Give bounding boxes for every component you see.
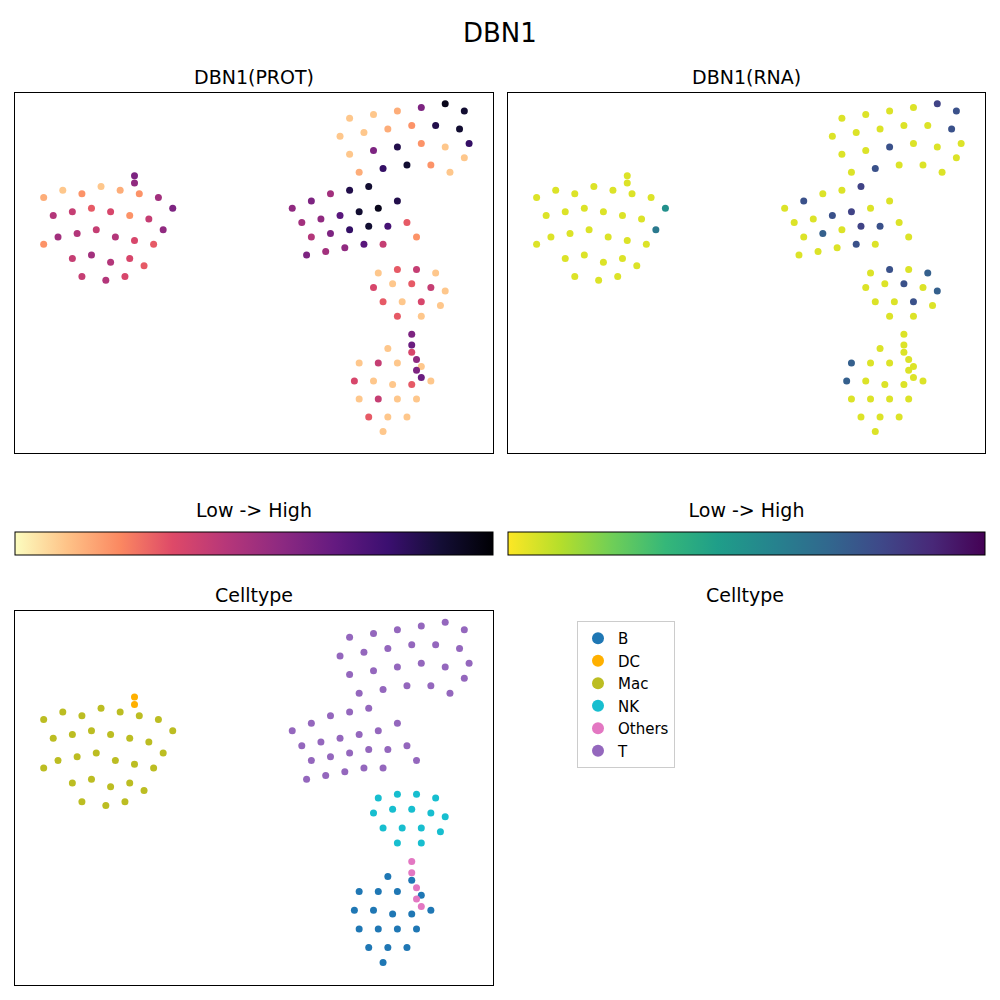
svg-text:Low -> High: Low -> High	[689, 499, 805, 521]
svg-text:B: B	[618, 630, 628, 648]
svg-text:Celltype: Celltype	[215, 584, 293, 606]
svg-text:DBN1(RNA): DBN1(RNA)	[692, 66, 801, 88]
svg-text:Low -> High: Low -> High	[196, 499, 312, 521]
svg-text:DC: DC	[618, 653, 640, 671]
svg-text:T: T	[617, 743, 628, 761]
svg-text:DBN1: DBN1	[463, 18, 537, 48]
svg-text:Others: Others	[618, 720, 669, 738]
svg-text:DBN1(PROT): DBN1(PROT)	[194, 66, 314, 88]
svg-text:Celltype: Celltype	[706, 584, 784, 606]
svg-text:Mac: Mac	[618, 675, 648, 693]
svg-text:NK: NK	[618, 698, 640, 716]
